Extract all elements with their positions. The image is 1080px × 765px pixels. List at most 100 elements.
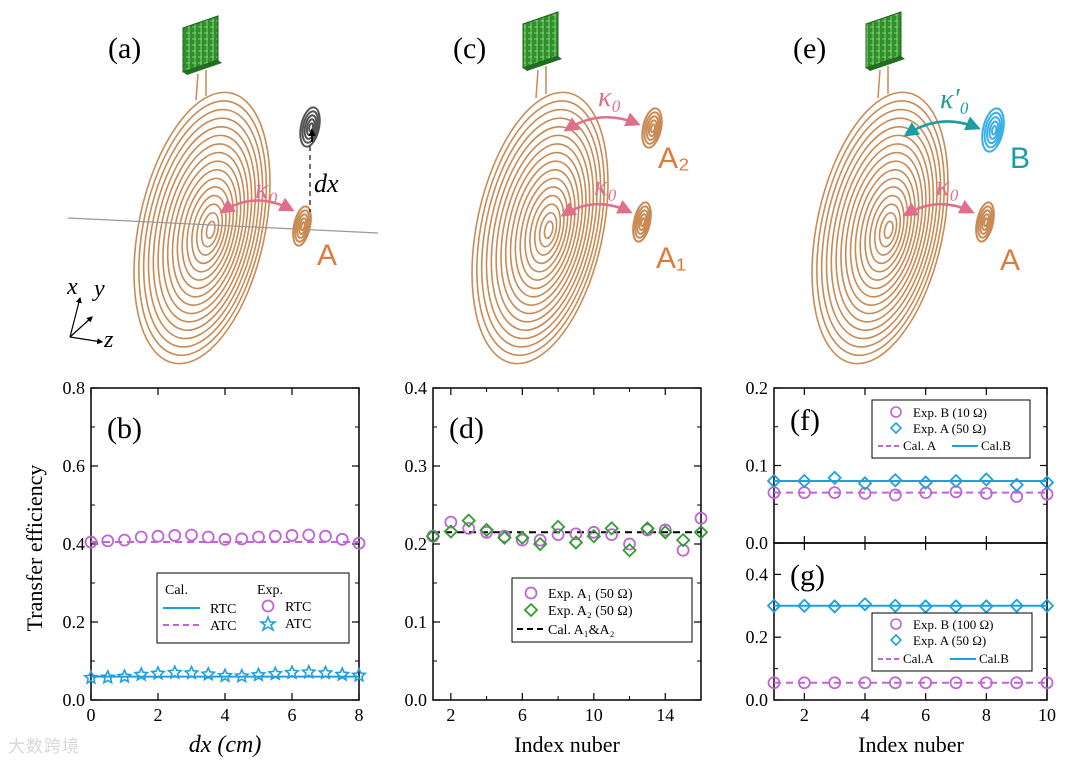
legend-label-exp-rtc: RTC [285, 600, 311, 615]
y-tick-label: 0.0 [405, 690, 428, 710]
data-point-exp-atc [166, 664, 183, 680]
x-axis-title-b: dx (cm) [189, 732, 262, 758]
data-point-exp-a2-50- [675, 532, 691, 548]
axis-z-label: z [103, 327, 114, 353]
x-tick-label: 8 [982, 705, 991, 725]
data-point-exp-rtc [285, 529, 299, 542]
data-point-exp-a1-50- [444, 515, 458, 529]
illustration-a: (a) κ₀ dx A x y z [66, 15, 379, 365]
data-point-exp-a-50- [1009, 598, 1024, 614]
data-point-exp-a2-50- [622, 542, 637, 558]
legend-label-cal-b: Cal.B [979, 651, 1009, 666]
data-point-exp-a2-50- [532, 536, 548, 552]
x-tick-label: 2 [154, 705, 163, 725]
data-point-exp-a-50- [1039, 598, 1055, 614]
data-point-exp-a-50- [827, 599, 842, 614]
data-point-exp-a1-50- [515, 533, 529, 547]
data-point-exp-b-100- [949, 676, 963, 690]
axis-x-label: x [66, 274, 78, 300]
pcb-board-icon [182, 15, 222, 75]
legend-b: Cal. Exp. RTC ATC RTC ATC [156, 572, 350, 644]
legend-swatch-exp-a1 [524, 586, 538, 600]
resonator-label-a: A [1000, 244, 1020, 277]
data-point-exp-a2-50- [461, 513, 477, 528]
data-point-exp-a2-50- [568, 535, 584, 550]
panel-label-f: (f) [790, 404, 820, 437]
data-point-exp-b-100- [1010, 676, 1024, 690]
data-point-exp-atc [116, 668, 133, 684]
y-tick-label: 0.1 [405, 612, 428, 632]
data-point-exp-b-100- [1040, 676, 1054, 690]
data-point-exp-b-100- [888, 676, 902, 690]
data-point-exp-a1-50- [587, 525, 601, 539]
y-tick-label: 0.2 [63, 612, 86, 632]
legend-swatch-exp-atc [258, 614, 278, 632]
data-point-exp-a-50- [948, 599, 964, 614]
distance-label: dx [314, 169, 339, 198]
data-point-exp-a2-50- [550, 519, 566, 535]
data-point-exp-a2-50- [497, 530, 512, 546]
data-point-exp-a1-50- [462, 522, 476, 535]
coupling-label-e-top: κ′₀ [940, 84, 969, 115]
chart-panel-f: 0.0 0.1 0.2 (f) [746, 378, 1055, 553]
legend-f: Exp. B (10 Ω) Exp. A (50 Ω) Cal. A Cal.B [871, 399, 1031, 459]
data-point-exp-a1-50- [605, 528, 619, 542]
legend-label-cal-rtc: RTC [210, 602, 236, 617]
x-tick-label: 10 [1038, 705, 1056, 725]
data-point-exp-a-50- [766, 473, 782, 489]
x-tick-label: 4 [221, 705, 230, 725]
data-point-exp-atc [149, 665, 167, 681]
data-point-exp-a-50- [979, 599, 994, 614]
y-tick-label: 0.2 [746, 378, 769, 398]
receiver-coil-a1 [632, 201, 652, 243]
legend-g: Exp. B (100 Ω) Exp. A (50 Ω) Cal.A Cal.B [871, 612, 1033, 672]
chart-panel-b: 0.0 0.2 0.4 0.6 0.8 0 2 4 6 8 (b) [63, 378, 368, 725]
data-point-exp-atc [99, 668, 116, 685]
x-tick-label: 14 [656, 705, 674, 725]
data-point-exp-a-50- [857, 476, 873, 491]
x-tick-label: 2 [446, 705, 455, 725]
x-tick-label: 8 [355, 705, 364, 725]
legend-swatch-exp-a2 [523, 602, 539, 618]
data-point-exp-a2-50- [604, 521, 619, 536]
legend-label-exp-b: Exp. B (10 Ω) [913, 405, 987, 420]
data-point-exp-a2-50- [640, 521, 655, 536]
legend-label-exp-b: Exp. B (100 Ω) [913, 617, 993, 632]
x-axis-title-g: Index nuber [858, 732, 964, 757]
data-point-exp-rtc [101, 534, 115, 548]
x-tick-label: 2 [800, 705, 809, 725]
data-point-exp-b-10- [979, 486, 993, 500]
data-point-exp-a2-50- [586, 528, 602, 544]
data-point-exp-a2-50- [425, 528, 441, 544]
data-point-exp-atc [200, 665, 217, 682]
panel-label-a: (a) [108, 32, 141, 65]
y-tick-label: 0.6 [63, 456, 86, 476]
data-point-exp-b-10- [919, 486, 933, 500]
data-point-exp-a-50- [766, 598, 782, 614]
data-point-exp-rtc [134, 530, 148, 544]
receiver-coil-a [975, 201, 995, 243]
legend-label-exp-atc: ATC [285, 617, 311, 632]
illustration-e: (e) κ′₀ κ₀ B A [793, 11, 1030, 365]
data-point-exp-atc [300, 663, 317, 680]
axis-y-label: y [92, 276, 105, 302]
data-point-exp-a-50- [918, 599, 933, 614]
y-tick-label: 0.0 [746, 690, 769, 710]
data-point-exp-b-10- [828, 486, 842, 500]
y-tick-label: 0.1 [746, 456, 769, 476]
data-point-exp-a2-50- [693, 525, 709, 540]
legend-label-exp-a: Exp. A (50 Ω) [913, 633, 986, 648]
data-point-exp-b-100- [979, 676, 993, 690]
chart-panel-g: 0.0 0.2 0.4 2 4 6 8 10 (g) [746, 542, 1056, 725]
data-point-exp-b-100- [919, 676, 933, 690]
transmitter-coil [471, 91, 609, 365]
data-point-exp-b-100- [828, 676, 842, 690]
data-point-exp-atc [233, 667, 250, 684]
legend-label-exp-a1: Exp. A₁ (50 Ω) [548, 587, 633, 602]
y-tick-label: 0.0 [746, 533, 769, 553]
data-point-exp-atc [283, 664, 301, 680]
pcb-board-icon [522, 11, 562, 71]
data-point-exp-atc [183, 664, 200, 680]
legend-label-exp-a: Exp. A (50 Ω) [913, 421, 986, 436]
plot-frame [773, 542, 1048, 701]
